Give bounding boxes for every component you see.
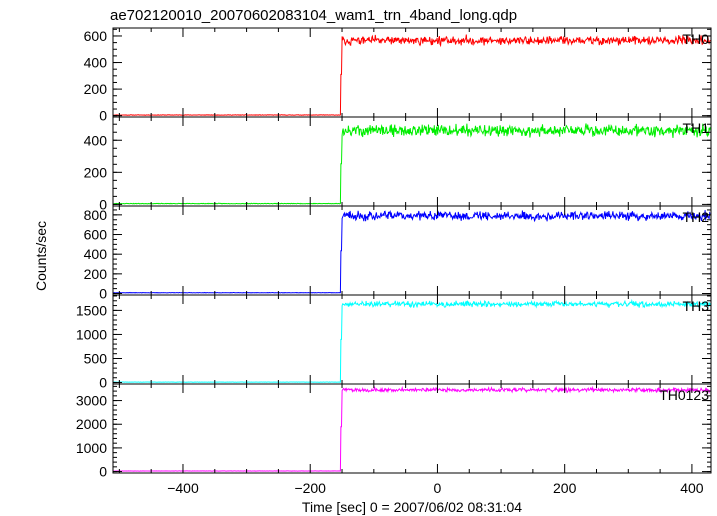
- y-tick-label: 500: [84, 351, 108, 367]
- y-tick-label: 0: [99, 196, 107, 212]
- y-tick-label: 1000: [76, 326, 107, 342]
- panel-label-th1: TH1: [683, 120, 710, 136]
- y-tick-label: 600: [84, 227, 108, 243]
- y-tick-label: 0: [99, 108, 107, 124]
- y-axis-label: Counts/sec: [33, 221, 49, 291]
- chart-title: ae702120010_20070602083104_wam1_trn_4ban…: [110, 7, 517, 24]
- y-tick-label: 0: [99, 464, 107, 480]
- y-tick-label: 400: [84, 246, 108, 262]
- y-tick-label: 0: [99, 286, 107, 302]
- y-tick-label: 600: [84, 28, 108, 44]
- series-th0123: [113, 385, 711, 472]
- series-th2: [113, 210, 711, 294]
- x-tick-label: −400: [167, 480, 199, 496]
- panel-th2: 0 200 400 600 800 TH2: [84, 205, 712, 302]
- panel-label-th0123: TH0123: [659, 387, 709, 403]
- x-tick-label: 400: [680, 480, 704, 496]
- x-tick-label: −200: [294, 480, 326, 496]
- series-th3: [113, 298, 711, 383]
- series-th0: [113, 34, 711, 116]
- series-th1: [113, 123, 711, 205]
- y-tick-label: 2000: [76, 416, 107, 432]
- panel-frame: [112, 294, 712, 385]
- y-tick-label: 400: [84, 132, 108, 148]
- panel-frame: [112, 205, 712, 296]
- panel-th1: 0 200 400 TH1: [84, 116, 712, 212]
- y-tick-label: 200: [84, 81, 108, 97]
- x-tick-label: 0: [434, 480, 442, 496]
- panel-th3: 0 500 1000 1500 TH3: [76, 294, 712, 391]
- panel-label-th2: TH2: [683, 209, 710, 225]
- panel-th0: 0 200 400 600 TH0: [84, 27, 712, 124]
- x-axis-label: Time [sec] 0 = 2007/06/02 08:31:04: [302, 499, 522, 515]
- panel-frame: [112, 383, 712, 474]
- y-tick-label: 3000: [76, 393, 107, 409]
- panel-label-th3: TH3: [683, 298, 710, 314]
- panel-th0123: 0 1000 2000 3000 TH0123: [76, 383, 712, 480]
- y-tick-label: 200: [84, 164, 108, 180]
- y-tick-label: 800: [84, 207, 108, 223]
- y-tick-label: 200: [84, 266, 108, 282]
- x-tick-label: 200: [553, 480, 577, 496]
- y-tick-label: 400: [84, 55, 108, 71]
- y-tick-label: 0: [99, 375, 107, 391]
- y-tick-label: 1000: [76, 440, 107, 456]
- panel-label-th0: TH0: [683, 31, 710, 47]
- y-tick-label: 1500: [76, 302, 107, 318]
